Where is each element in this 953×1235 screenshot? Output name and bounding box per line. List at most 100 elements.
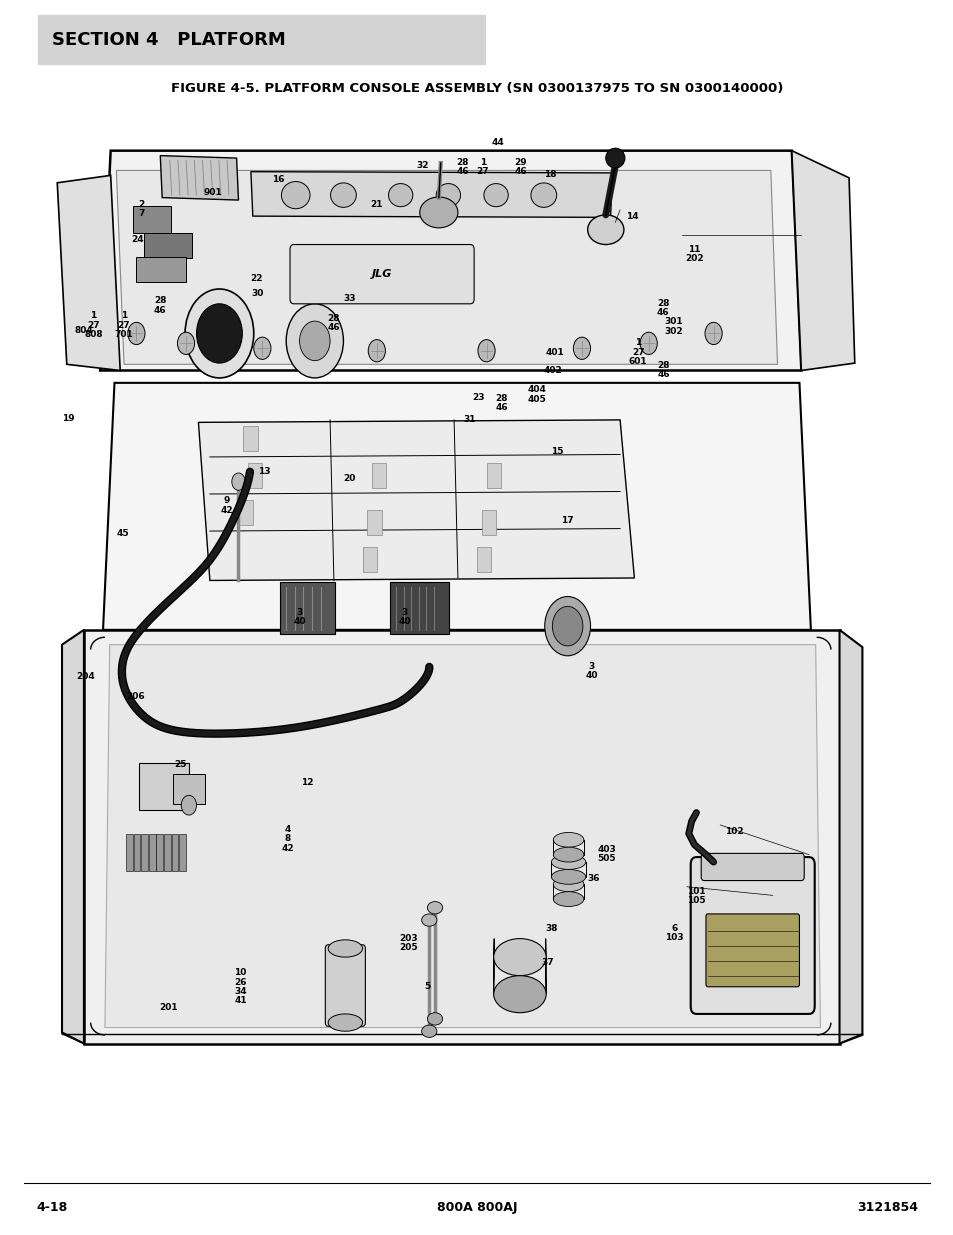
FancyBboxPatch shape	[243, 426, 257, 451]
Circle shape	[181, 795, 196, 815]
Ellipse shape	[553, 877, 583, 892]
Circle shape	[477, 340, 495, 362]
Ellipse shape	[483, 184, 508, 206]
Text: 1
27
701: 1 27 701	[114, 311, 133, 338]
Text: 203
205: 203 205	[398, 934, 417, 952]
FancyBboxPatch shape	[280, 582, 335, 634]
FancyBboxPatch shape	[705, 914, 799, 987]
Ellipse shape	[427, 1013, 442, 1025]
Polygon shape	[105, 645, 820, 1028]
Circle shape	[299, 321, 330, 361]
Text: 45: 45	[116, 529, 129, 537]
FancyBboxPatch shape	[476, 547, 491, 572]
Polygon shape	[251, 172, 612, 217]
Text: 4
8
42: 4 8 42	[281, 825, 294, 852]
Text: 23: 23	[472, 393, 485, 401]
Ellipse shape	[587, 215, 623, 245]
Text: 19: 19	[62, 414, 74, 422]
Text: 28
46: 28 46	[495, 394, 508, 412]
Text: 22: 22	[250, 274, 262, 283]
Circle shape	[177, 332, 194, 354]
Text: 301
302: 301 302	[663, 317, 682, 336]
Text: 101
105: 101 105	[686, 887, 705, 905]
Text: 5: 5	[424, 982, 430, 990]
Text: SECTION 4   PLATFORM: SECTION 4 PLATFORM	[52, 31, 286, 48]
Ellipse shape	[551, 869, 585, 884]
Text: 30: 30	[252, 289, 264, 298]
Text: 2
7: 2 7	[138, 200, 144, 219]
Text: 4-18: 4-18	[36, 1202, 68, 1214]
Ellipse shape	[494, 976, 545, 1013]
Ellipse shape	[421, 1025, 436, 1037]
Text: 21: 21	[370, 200, 383, 209]
Ellipse shape	[427, 902, 442, 914]
Ellipse shape	[419, 198, 457, 228]
Polygon shape	[160, 156, 238, 200]
FancyBboxPatch shape	[372, 463, 386, 488]
Text: 28
46: 28 46	[657, 361, 670, 379]
Ellipse shape	[330, 183, 356, 207]
Text: 201: 201	[159, 1003, 178, 1011]
Text: 31: 31	[462, 415, 476, 424]
Text: 12: 12	[301, 778, 314, 787]
Text: 800A 800AJ: 800A 800AJ	[436, 1202, 517, 1214]
Text: 28
46: 28 46	[327, 314, 340, 332]
FancyBboxPatch shape	[700, 853, 803, 881]
Polygon shape	[791, 151, 854, 370]
Text: 28
46: 28 46	[153, 296, 167, 315]
Text: 3121854: 3121854	[856, 1202, 917, 1214]
Text: 6
103: 6 103	[664, 924, 683, 942]
Ellipse shape	[436, 184, 460, 206]
Ellipse shape	[328, 1014, 362, 1031]
Text: 14: 14	[625, 212, 638, 221]
Text: 17: 17	[560, 516, 573, 525]
Ellipse shape	[281, 182, 310, 209]
Text: 11
202: 11 202	[684, 245, 703, 263]
FancyBboxPatch shape	[481, 510, 496, 535]
Circle shape	[232, 473, 245, 490]
Polygon shape	[103, 383, 810, 630]
Circle shape	[185, 289, 253, 378]
FancyBboxPatch shape	[149, 834, 155, 871]
Ellipse shape	[530, 183, 556, 207]
FancyBboxPatch shape	[133, 834, 140, 871]
Text: 36: 36	[587, 874, 599, 883]
FancyBboxPatch shape	[172, 834, 178, 871]
Circle shape	[196, 304, 242, 363]
Polygon shape	[839, 630, 862, 1044]
Ellipse shape	[494, 939, 545, 976]
FancyBboxPatch shape	[38, 15, 484, 64]
Text: 3
40: 3 40	[584, 662, 598, 680]
Text: 401: 401	[545, 348, 564, 357]
Circle shape	[552, 606, 582, 646]
Text: 402: 402	[543, 366, 562, 374]
Text: 3
40: 3 40	[397, 608, 411, 626]
FancyBboxPatch shape	[325, 945, 365, 1026]
Polygon shape	[100, 151, 801, 370]
FancyBboxPatch shape	[690, 857, 814, 1014]
Ellipse shape	[553, 847, 583, 862]
Text: 44: 44	[491, 138, 504, 147]
Text: 28
46: 28 46	[456, 158, 469, 177]
Circle shape	[544, 597, 590, 656]
FancyBboxPatch shape	[290, 245, 474, 304]
Text: 29
46: 29 46	[514, 158, 527, 177]
Text: 20: 20	[343, 474, 355, 483]
Circle shape	[573, 337, 590, 359]
Circle shape	[639, 332, 657, 354]
Text: 102: 102	[724, 827, 743, 836]
Text: 204: 204	[76, 672, 95, 680]
Text: 18: 18	[543, 170, 556, 179]
Text: 10
26
34
41: 10 26 34 41	[233, 968, 247, 1005]
FancyBboxPatch shape	[156, 834, 163, 871]
Text: 24: 24	[132, 235, 144, 243]
Circle shape	[704, 322, 721, 345]
Text: 25: 25	[174, 760, 187, 768]
FancyBboxPatch shape	[172, 774, 205, 804]
Circle shape	[253, 337, 271, 359]
Polygon shape	[84, 630, 839, 1044]
Text: 38: 38	[545, 924, 558, 932]
FancyBboxPatch shape	[144, 233, 192, 258]
Ellipse shape	[328, 940, 362, 957]
FancyBboxPatch shape	[367, 510, 381, 535]
